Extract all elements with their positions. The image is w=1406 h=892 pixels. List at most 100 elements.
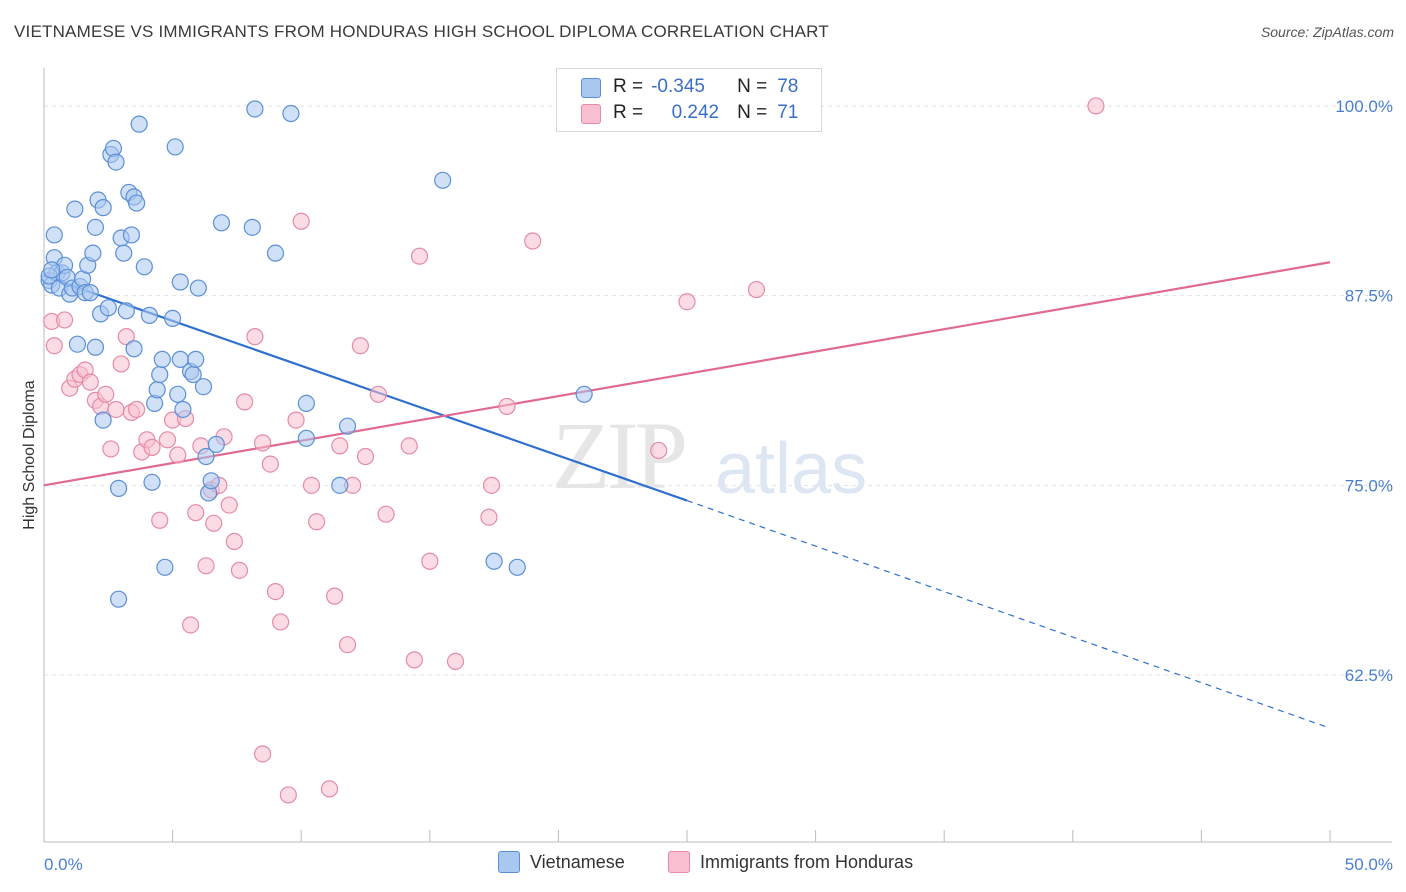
vietnamese-point bbox=[107, 153, 125, 171]
vietnamese-point bbox=[94, 199, 112, 217]
y-tick-label: 87.5% bbox=[1345, 287, 1393, 306]
honduras-point bbox=[1087, 97, 1105, 115]
honduras-point bbox=[220, 496, 238, 514]
vietnamese-point bbox=[174, 400, 192, 419]
vietnamese-trend-line bbox=[43, 274, 688, 502]
honduras-point bbox=[351, 337, 369, 355]
vietnamese-point bbox=[143, 473, 161, 491]
legend-r-label: R = bbox=[613, 102, 644, 123]
vietnamese-point bbox=[86, 338, 105, 356]
legend-n-label: N = bbox=[737, 102, 768, 123]
honduras-point bbox=[197, 557, 215, 575]
vietnamese-point bbox=[68, 335, 87, 353]
vietnamese-point bbox=[109, 479, 128, 497]
vietnamese-point bbox=[297, 394, 315, 412]
legend-swatch-blue bbox=[498, 851, 520, 873]
vietnamese-point bbox=[207, 435, 225, 453]
stats-legend: R = -0.345 N = 78 R = 0.242 N = 71 bbox=[556, 68, 822, 132]
vietnamese-point bbox=[197, 447, 215, 466]
vietnamese-point bbox=[140, 306, 159, 324]
vietnamese-point bbox=[164, 309, 182, 328]
honduras-point bbox=[254, 434, 272, 452]
honduras-point bbox=[498, 397, 516, 416]
x-tick-label: 0.0% bbox=[44, 855, 83, 874]
honduras-point bbox=[356, 447, 375, 466]
honduras-point bbox=[480, 508, 498, 526]
honduras-point bbox=[143, 438, 161, 457]
honduras-point bbox=[287, 411, 305, 429]
honduras-point bbox=[182, 616, 200, 634]
honduras-point bbox=[308, 513, 326, 531]
data-points bbox=[40, 97, 1105, 804]
vietnamese-point bbox=[151, 365, 169, 384]
legend-n-label: N = bbox=[737, 76, 768, 97]
honduras-point bbox=[279, 786, 297, 804]
honduras-point bbox=[158, 431, 177, 449]
chart-title: VIETNAMESE VS IMMIGRANTS FROM HONDURAS H… bbox=[14, 22, 829, 41]
vietnamese-point bbox=[331, 476, 349, 494]
trend-lines bbox=[43, 261, 1331, 729]
vietnamese-point bbox=[485, 552, 503, 570]
legend-n-value: 78 bbox=[777, 76, 799, 97]
honduras-point bbox=[320, 780, 339, 798]
honduras-point bbox=[254, 745, 272, 763]
honduras-point bbox=[405, 651, 423, 669]
honduras-point bbox=[45, 337, 63, 355]
honduras-point bbox=[302, 476, 321, 494]
legend-swatch-pink bbox=[668, 851, 690, 873]
vietnamese-point bbox=[212, 214, 231, 232]
vietnamese-point bbox=[86, 218, 105, 236]
honduras-point bbox=[187, 504, 205, 522]
vietnamese-point bbox=[153, 350, 171, 368]
honduras-point bbox=[292, 212, 310, 230]
legend-label-vietnamese: Vietnamese bbox=[530, 851, 625, 872]
honduras-point bbox=[524, 232, 542, 250]
vietnamese-point bbox=[189, 279, 207, 297]
legend-row-honduras: R = 0.242 N = 71 bbox=[581, 100, 798, 126]
vietnamese-point bbox=[297, 429, 315, 447]
axes bbox=[43, 68, 1392, 843]
honduras-point bbox=[650, 441, 668, 460]
x-tick-label: 50.0% bbox=[1345, 855, 1393, 874]
honduras-point bbox=[446, 652, 465, 671]
honduras-point bbox=[400, 437, 418, 455]
honduras-point bbox=[266, 582, 285, 601]
legend-r-value: 0.242 bbox=[671, 102, 720, 123]
legend-swatch-pink bbox=[581, 104, 601, 124]
vietnamese-point bbox=[122, 226, 141, 244]
vietnamese-point bbox=[43, 261, 61, 279]
honduras-point bbox=[246, 328, 264, 346]
vietnamese-point bbox=[117, 302, 135, 320]
tick-labels: 62.5% 75.0% 87.5% 100.0% 0.0% 50.0% High Schoo… bbox=[21, 97, 1393, 874]
vietnamese-point bbox=[243, 218, 261, 236]
vietnamese-point bbox=[338, 417, 357, 435]
y-tick-label: 62.5% bbox=[1345, 666, 1393, 685]
vietnamese-point bbox=[135, 258, 153, 276]
honduras-point bbox=[230, 561, 249, 579]
vietnamese-point bbox=[575, 385, 593, 403]
vietnamese-point bbox=[127, 194, 146, 212]
honduras-point bbox=[205, 514, 223, 532]
vietnamese-point bbox=[171, 273, 189, 291]
vietnamese-point bbox=[94, 411, 112, 429]
vietnamese-point bbox=[109, 590, 128, 608]
honduras-point bbox=[377, 505, 395, 523]
vietnamese-point bbox=[266, 244, 285, 262]
vietnamese-trend-extension bbox=[686, 499, 1331, 729]
vietnamese-point bbox=[508, 558, 526, 576]
honduras-point bbox=[117, 328, 135, 346]
watermark-atlas: atlas bbox=[715, 429, 868, 509]
honduras-point bbox=[55, 311, 74, 329]
vietnamese-point bbox=[187, 350, 205, 368]
vietnamese-point bbox=[148, 381, 166, 399]
vietnamese-point bbox=[156, 558, 174, 576]
vietnamese-point bbox=[115, 244, 133, 262]
honduras-point bbox=[331, 437, 349, 455]
vietnamese-point bbox=[81, 284, 99, 302]
honduras-point bbox=[410, 247, 429, 265]
honduras-point bbox=[369, 385, 387, 403]
bottom-legend-vietnamese: Vietnamese bbox=[498, 851, 625, 873]
grid-lines bbox=[44, 105, 1392, 676]
vietnamese-point bbox=[99, 299, 117, 317]
honduras-point bbox=[112, 355, 130, 373]
